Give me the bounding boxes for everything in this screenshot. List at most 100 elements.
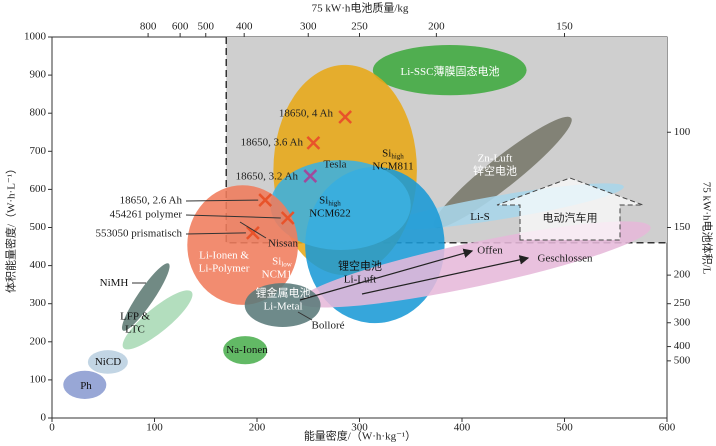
region-label: NiCD	[95, 356, 121, 368]
region-label: NiMH	[100, 277, 129, 289]
region	[223, 336, 268, 365]
label-text: NCM111	[262, 268, 303, 280]
region-label: Li-SSC薄膜固态电池	[400, 64, 499, 78]
annotation: Nissan	[268, 238, 298, 250]
y-tick-label: 0	[41, 412, 47, 424]
annotation: Tesla	[323, 159, 346, 171]
right-axis-title: 75 kW·h电池体积/L	[700, 182, 714, 275]
right-tick-label: 500	[674, 354, 691, 366]
right-tick-label: 200	[674, 269, 691, 281]
region-label: 锂空电池	[338, 258, 382, 272]
right-tick-label: 100	[674, 126, 691, 138]
label-text: Li-Polymer	[199, 262, 250, 274]
point-marker	[303, 169, 318, 183]
label-text: Li-Ionen &	[199, 249, 249, 261]
point-marker	[306, 136, 321, 150]
y-tick-label: 200	[30, 335, 47, 347]
nissan-leader	[239, 221, 267, 239]
label-text: Li-Luft	[344, 273, 376, 285]
region	[63, 370, 107, 399]
label-text: 锌空电池	[473, 163, 517, 177]
region-label: Zn-Luft	[478, 152, 513, 164]
region-label: NCM811	[372, 160, 413, 172]
region-label: Li-Polymer	[199, 262, 250, 274]
x-axis-title: 能量密度/（W·h·kg⁻¹）	[304, 429, 416, 443]
point-label: 454261 polymer	[110, 209, 183, 221]
right-tick-label: 300	[674, 316, 691, 328]
region-label: Li-Luft	[344, 273, 376, 285]
x-tick-label: 500	[556, 422, 573, 434]
point-marker	[258, 193, 273, 207]
bollore-leader	[297, 311, 313, 321]
offen-arrow	[299, 248, 474, 301]
point-leader	[185, 214, 281, 219]
annotation: Bolloré	[312, 320, 345, 332]
annotation: Offen	[477, 245, 503, 257]
label-text: 锂空电池	[338, 258, 382, 272]
y-tick-label: 1000	[24, 31, 47, 43]
region-label: Silow	[272, 255, 293, 268]
top-tick-label: 250	[351, 21, 368, 33]
label-text: NCM622	[309, 207, 351, 219]
label-text: Zn-Luft	[478, 152, 513, 164]
point-leader	[185, 199, 259, 202]
label-text: NiMH	[100, 277, 129, 289]
region-label: 锂金属电池	[256, 285, 311, 299]
region	[244, 283, 321, 327]
top-axis-title: 75 kW·h电池质量/kg	[312, 2, 409, 15]
region-label: NCM622	[309, 207, 351, 219]
region	[122, 290, 193, 350]
top-tick-label: 200	[428, 21, 445, 33]
label-text: NCM811	[372, 160, 413, 172]
right-tick-label: 150	[674, 221, 691, 233]
top-tick-label: 400	[236, 21, 253, 33]
y-axis-title: 体积能量密度/（W·h·L⁻¹）	[4, 163, 18, 293]
point-label: 18650, 4 Ah	[279, 108, 334, 120]
top-tick-label: 600	[172, 21, 189, 33]
annotation: Geschlossen	[538, 253, 593, 265]
region-label: Sihigh	[382, 147, 404, 160]
top-tick-label: 150	[556, 21, 573, 33]
region	[372, 45, 527, 96]
overlay: 0 100 200 300 400 500 600 0 100 200 300 400 500 600 70…	[24, 21, 691, 434]
top-tick-label: 300	[300, 21, 317, 33]
label-text: LTC	[125, 323, 145, 335]
region-label: Li-Metal	[263, 300, 302, 312]
label-subscript: high	[391, 152, 404, 160]
x-tick-label: 300	[351, 422, 368, 434]
point-marker	[246, 225, 260, 240]
point-label: 18650, 3.6 Ah	[241, 137, 304, 149]
point-marker	[338, 110, 353, 124]
y-tick-label: 100	[30, 373, 47, 385]
region	[433, 116, 572, 229]
top-tick-label: 800	[140, 21, 157, 33]
region-label: LTC	[125, 323, 145, 335]
point-marker	[280, 211, 295, 225]
label-text: Si	[382, 147, 391, 159]
top-tick-label: 500	[198, 21, 215, 33]
label-text: NiCD	[95, 356, 121, 368]
y-tick-label: 600	[30, 183, 47, 195]
label-text: Ph	[80, 380, 92, 392]
region	[87, 350, 128, 374]
y-tick-label: 300	[30, 297, 47, 309]
y-tick-label: 900	[30, 69, 47, 81]
region-label: Li-S	[470, 211, 490, 223]
label-text: Li-S	[470, 211, 490, 223]
x-tick-label: 200	[249, 422, 266, 434]
label-text: Li-SSC薄膜固态电池	[400, 64, 499, 78]
point-label: 553050 prismatisch	[96, 228, 183, 240]
x-tick-label: 400	[454, 422, 471, 434]
point-label: 18650, 3.2 Ah	[236, 171, 299, 183]
label-subscript: high	[328, 199, 341, 207]
point-label: 18650, 2.6 Ah	[120, 195, 183, 207]
right-tick-label: 400	[674, 340, 691, 352]
x-tick-label: 100	[146, 422, 163, 434]
label-subscript: low	[281, 260, 292, 268]
geschlossen-arrow	[361, 255, 530, 295]
label-text: 锂金属电池	[256, 285, 311, 299]
y-tick-label: 500	[30, 221, 47, 233]
region-label: 锌空电池	[473, 163, 517, 177]
region-label: Na-Ionen	[226, 344, 268, 356]
label-text: Li-Metal	[263, 300, 302, 312]
